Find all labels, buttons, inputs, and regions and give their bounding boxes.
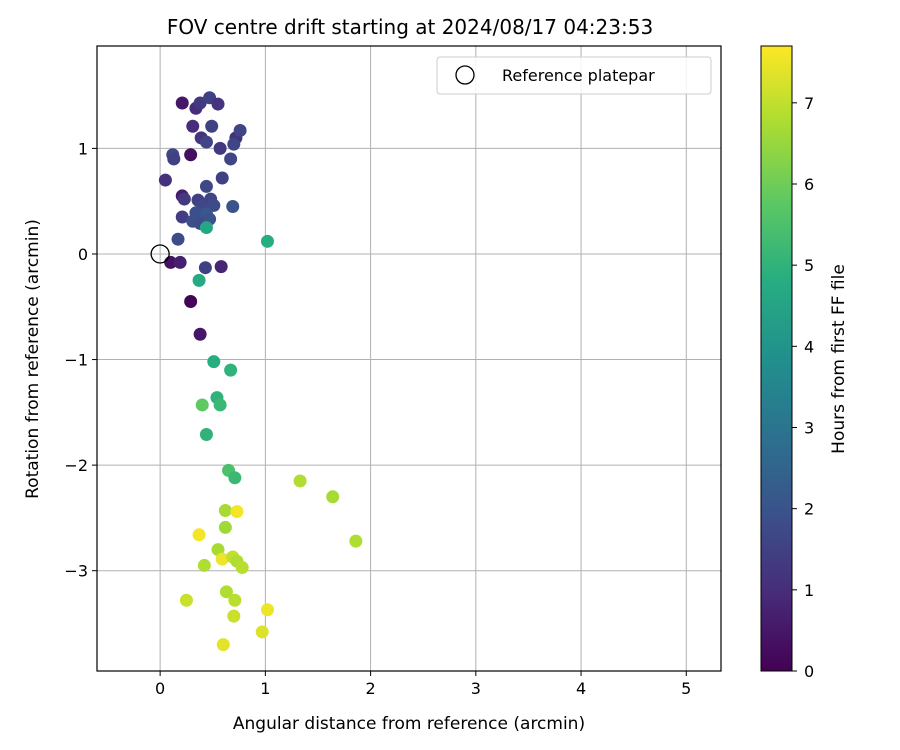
data-point [224,363,238,377]
y-tick-label: −3 [64,562,88,581]
data-point [173,255,187,269]
y-tick-label: 0 [78,245,88,264]
data-point [227,137,241,151]
x-tick-label: 4 [576,679,586,698]
data-point [326,490,340,504]
legend-reference-marker [455,65,475,85]
grid [97,46,721,671]
y-tick-label: −2 [64,456,88,475]
data-point [211,97,225,111]
x-tick-label: 1 [260,679,270,698]
colorbar-ticks: 0 1 2 3 4 5 6 7 [792,94,814,681]
legend: Reference platepar [436,56,712,95]
data-point [224,152,238,166]
x-tick-label: 2 [365,679,375,698]
data-point [193,96,207,110]
colorbar-label: Hours from first FF file [829,264,849,454]
data-point [218,504,232,518]
x-tick-label: 5 [681,679,691,698]
data-point [177,192,191,206]
colorbar-tick-label: 3 [804,418,814,437]
colorbar-tick-label: 1 [804,581,814,600]
x-axis-ticks: 0 1 2 3 4 5 [155,671,691,698]
data-points [158,91,363,652]
x-axis-label: Angular distance from reference (arcmin) [233,714,585,734]
y-tick-label: 1 [78,139,88,158]
data-point [260,603,274,617]
colorbar-tick-label: 4 [804,337,814,356]
data-point [230,505,244,519]
reference-platepar-marker [150,244,170,264]
data-point [205,119,219,133]
data-point [179,593,193,607]
data-point [193,327,207,341]
data-point [213,398,227,412]
colorbar-tick-label: 6 [804,175,814,194]
data-point [186,119,200,133]
data-point [195,398,209,412]
data-point [207,355,221,369]
y-axis-ticks: −3 −2 −1 0 1 [64,139,97,581]
data-point [213,141,227,155]
colorbar-tick-label: 7 [804,94,814,113]
data-point [228,471,242,485]
data-point [184,294,198,308]
data-point [197,558,211,572]
colorbar-tick-label: 2 [804,500,814,519]
data-point [198,261,212,275]
data-point [233,123,247,137]
data-point [255,625,269,639]
data-point [207,198,221,212]
data-point [219,585,233,599]
chart-title: FOV centre drift starting at 2024/08/17 … [167,15,653,39]
data-point [175,96,189,110]
data-point [218,520,232,534]
data-point [227,609,241,623]
data-point [192,273,206,287]
x-tick-label: 3 [471,679,481,698]
y-axis-label: Rotation from reference (arcmin) [23,219,43,499]
data-point [167,152,181,166]
plot-frame [96,45,722,672]
x-tick-label: 0 [155,679,165,698]
data-point [158,173,172,187]
data-point [199,428,213,442]
reference-marker [150,244,170,264]
legend-label: Reference platepar [502,66,655,85]
data-point [199,179,213,193]
data-point [171,232,185,246]
data-point [226,199,240,213]
data-point [228,593,242,607]
data-point [199,135,213,149]
colorbar-tick-label: 5 [804,256,814,275]
legend-box [436,56,712,95]
data-point [192,528,206,542]
data-point [215,552,229,566]
data-point [199,221,213,235]
data-point [216,638,230,652]
data-point [215,171,229,185]
data-point [349,534,363,548]
data-point [293,474,307,488]
colorbar [760,45,793,672]
data-point [175,210,189,224]
data-point [184,148,198,162]
data-point [235,561,249,575]
data-point [214,260,228,274]
y-tick-label: −1 [64,351,88,370]
colorbar-tick-label: 0 [804,662,814,681]
data-point [260,234,274,248]
